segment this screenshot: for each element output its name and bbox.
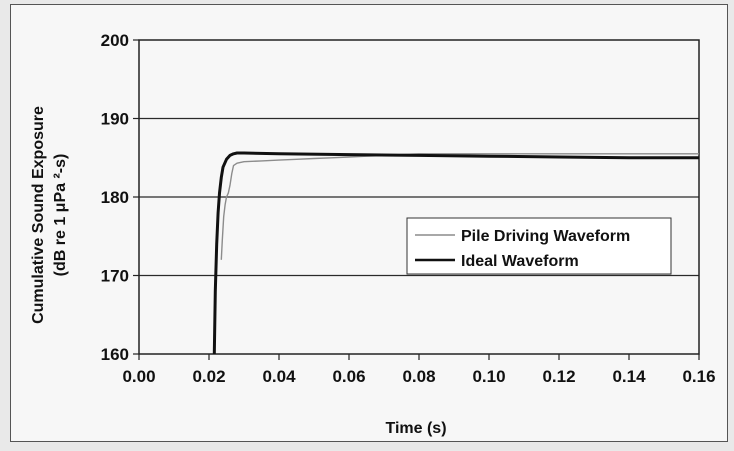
chart-frame: 160 170 180 190 200 0.00 0.02 0.04 0.06 0.08 0.10 0… — [10, 4, 728, 442]
chart-svg: 160 170 180 190 200 0.00 0.02 0.04 0.06 0.08 0.10 0… — [30, 31, 716, 437]
y-axis-title: Cumulative Sound Exposure — [30, 106, 47, 324]
x-tick-label: 0.12 — [542, 367, 575, 386]
y-tick-label: 160 — [101, 345, 129, 364]
legend-label-pile-driving: Pile Driving Waveform — [461, 228, 630, 245]
legend-label-ideal: Ideal Waveform — [461, 253, 579, 270]
x-tick-label: 0.00 — [122, 367, 155, 386]
gridlines — [139, 117, 699, 277]
series-line-pile-driving — [220, 153, 699, 260]
x-tick-label: 0.04 — [262, 367, 296, 386]
y-axis-unit: (dB re 1 μPa ²-s) — [52, 154, 69, 277]
y-tick-label: 180 — [101, 188, 129, 207]
x-tick-label: 0.06 — [332, 367, 365, 386]
x-tick-label: 0.02 — [192, 367, 225, 386]
x-tick-label: 0.14 — [612, 367, 646, 386]
legend: Pile Driving Waveform Ideal Waveform — [406, 217, 672, 275]
series-lines — [212, 151, 699, 355]
y-tick-label: 170 — [101, 267, 129, 286]
x-tick-label: 0.10 — [472, 367, 505, 386]
x-axis-title: Time (s) — [385, 420, 446, 437]
x-tick-label: 0.16 — [682, 367, 715, 386]
series-line-ideal — [212, 151, 699, 355]
y-tick-label: 200 — [101, 31, 129, 50]
legend-box — [406, 217, 672, 275]
y-tick-label: 190 — [101, 110, 129, 129]
x-tick-label: 0.08 — [402, 367, 435, 386]
axis-ticks: 160 170 180 190 200 0.00 0.02 0.04 0.06 0.08 0.10 0… — [101, 31, 716, 386]
